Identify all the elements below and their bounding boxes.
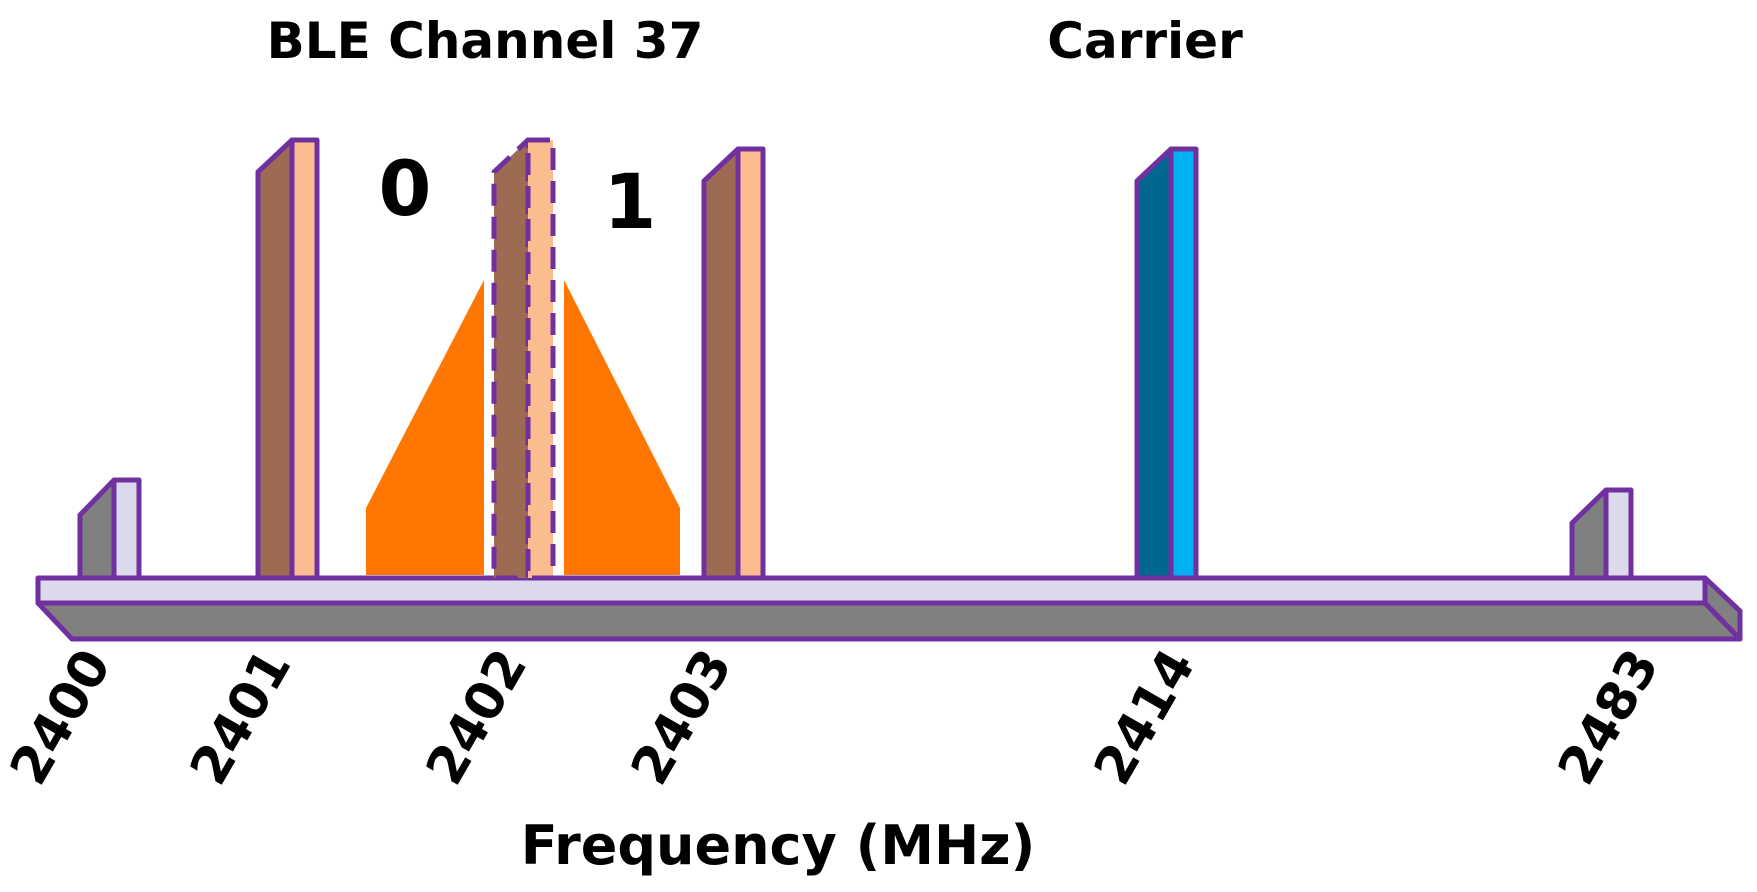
carrier-title: Carrier	[1047, 12, 1243, 70]
carrier-bar-2414	[1134, 146, 1199, 581]
band-edge-bar-2400	[77, 477, 142, 581]
ble-channel-bar-2402	[491, 137, 556, 581]
modulation-lobe-bit-one	[564, 280, 680, 575]
frequency-axis-bar	[35, 575, 1743, 642]
bit-zero-label: 0	[379, 144, 432, 233]
ble-channel-title: BLE Channel 37	[267, 12, 704, 70]
bit-one-label: 1	[604, 157, 657, 246]
tick-label-2483: 2483	[1547, 640, 1671, 795]
tick-label-2402: 2402	[415, 640, 539, 795]
tick-label-2403: 2403	[620, 640, 744, 795]
tick-label-2401: 2401	[179, 640, 303, 795]
band-edge-bar-2483	[1569, 487, 1634, 581]
ble-channel-bar-2401	[255, 137, 320, 581]
tick-label-2400: 2400	[0, 640, 123, 795]
tick-label-2414: 2414	[1083, 640, 1207, 795]
modulation-lobe-bit-zero	[366, 280, 484, 575]
ble-channel-bar-2403	[701, 146, 766, 581]
axis-title: Frequency (MHz)	[521, 814, 1036, 877]
